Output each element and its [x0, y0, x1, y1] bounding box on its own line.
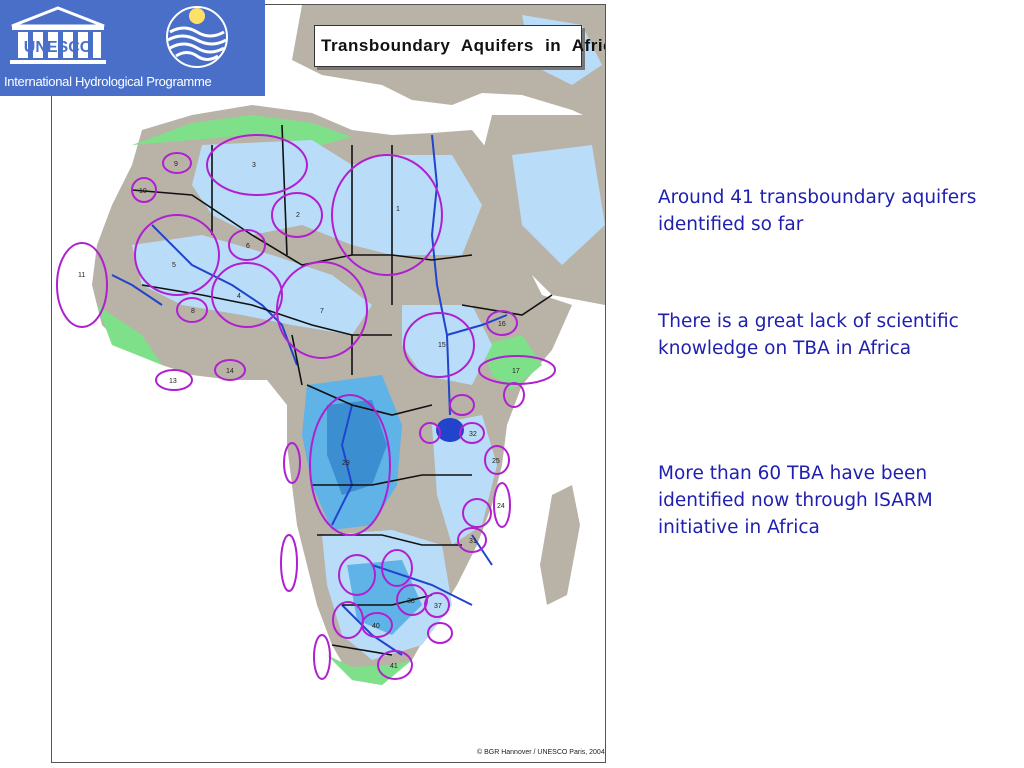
aq-label-10: 10	[139, 188, 147, 195]
bullet-text-1: Around 41 transboundary aquifers identif…	[658, 187, 977, 235]
aq-label-11: 11	[78, 272, 85, 279]
middle-east-aquifer	[512, 145, 605, 265]
green-zone-east	[482, 335, 542, 390]
aq-label-25: 25	[492, 458, 500, 465]
aq-label-7: 7	[320, 308, 324, 315]
aq-label-38: 38	[407, 598, 415, 605]
green-zone-north	[132, 115, 352, 145]
aq-label-32: 32	[469, 431, 477, 438]
lake-victoria	[436, 418, 464, 442]
map-title-box: Transboundary Aquifers in Africa	[314, 25, 605, 67]
aq-label-1: 1	[396, 206, 400, 213]
bullet-text-2: There is a great lack of scientific know…	[658, 311, 959, 359]
ihp-water-icon	[166, 6, 228, 68]
aq-label-4: 4	[237, 293, 241, 300]
map-graphic: 1 2 3 4 5 6 7 8 9 10 11 15 16 17 14 13 2…	[56, 5, 605, 685]
unesco-text: UNESCO	[24, 39, 92, 56]
map-credit: © BGR Hannover / UNESCO Paris, 2004	[477, 749, 605, 756]
green-zone-west	[97, 305, 162, 365]
africa-aquifer-map: 1 2 3 4 5 6 7 8 9 10 11 15 16 17 14 13 2…	[51, 4, 606, 763]
aq-label-29: 29	[342, 460, 350, 467]
ihp-programme-label: International Hydrological Programme	[4, 74, 212, 89]
aquifer-east-africa	[432, 415, 497, 545]
aq-label-37: 37	[434, 603, 442, 610]
aquifer-congo-core	[327, 400, 387, 495]
aq-label-13: 13	[169, 378, 177, 385]
aq-label-8: 8	[191, 308, 195, 315]
aq-label-16: 16	[498, 321, 506, 328]
green-zone-south	[327, 655, 412, 685]
map-title: Transboundary Aquifers in Africa	[321, 36, 606, 55]
aquifer-sahara-north	[192, 140, 482, 255]
aquifer-outlines	[56, 134, 556, 680]
aq-label-14: 14	[226, 368, 234, 375]
aq-label-5: 5	[172, 262, 176, 269]
bullet-text-3: More than 60 TBA have been identified no…	[658, 463, 933, 538]
aq-label-9: 9	[174, 161, 178, 168]
aquifer-labels: 1 2 3 4 5 6 7 8 9 10 11 15 16 17 14 13 2…	[78, 161, 520, 670]
aq-label-41: 41	[390, 663, 398, 670]
aq-label-31: 31	[469, 538, 477, 545]
aq-label-40: 40	[372, 623, 380, 630]
aq-label-2: 2	[296, 212, 300, 219]
aq-label-24: 24	[497, 503, 505, 510]
aq-label-6: 6	[246, 243, 250, 250]
unesco-ihp-logo-banner: UNESCO International Hydrological Progra…	[0, 0, 265, 96]
aq-label-15: 15	[438, 342, 446, 349]
aquifer-sahel	[132, 235, 372, 335]
aq-label-17: 17	[512, 368, 520, 375]
unesco-temple-icon: UNESCO	[10, 6, 106, 64]
madagascar	[540, 485, 580, 605]
aq-label-3: 3	[252, 162, 256, 169]
